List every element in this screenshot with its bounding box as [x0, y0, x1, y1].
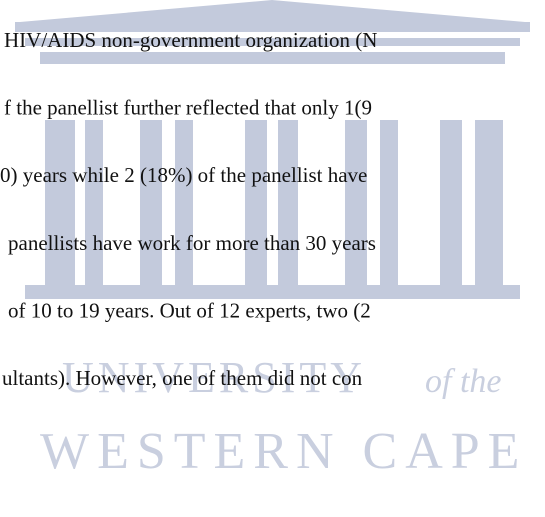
text-line: 0) years while 2 (18%) of the panellist …	[0, 163, 367, 187]
watermark-university: UNIVERSITY	[62, 353, 366, 402]
text-line: of 10 to 19 years. Out of 12 experts, tw…	[8, 298, 371, 322]
text-line: f the panellist further reflected that o…	[4, 96, 372, 120]
body-text: HIV/AIDS non-government organization (N f…	[0, 28, 377, 390]
watermark-building	[15, 0, 530, 299]
text-line: panellists have work for more than 30 ye…	[8, 231, 376, 255]
watermark-of-the: of the	[425, 363, 501, 400]
text-line: ultants). However, one of them did not c…	[2, 366, 363, 390]
text-line: HIV/AIDS non-government organization (N	[4, 28, 377, 52]
watermark-western-cape: WESTERN CAPE	[40, 423, 527, 480]
